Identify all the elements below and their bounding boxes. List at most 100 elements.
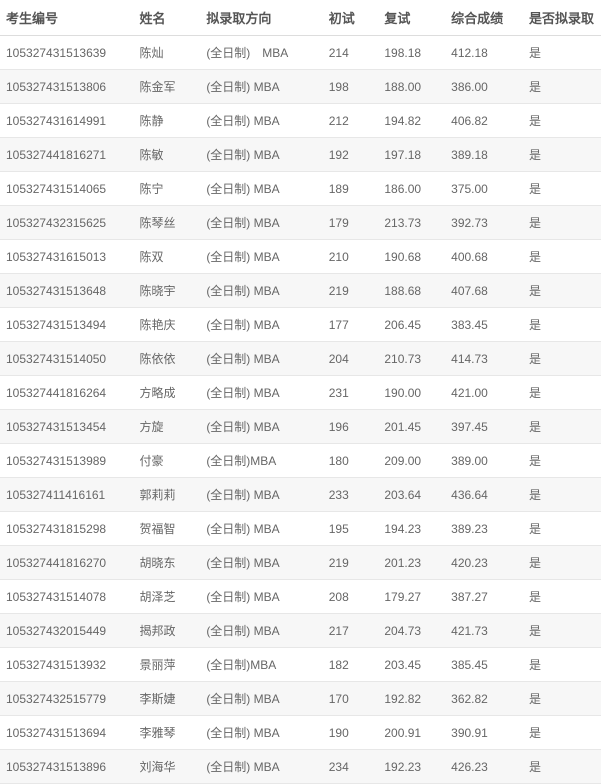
table-row: 105327431513639陈灿(全日制) MBA214198.18412.1…	[0, 36, 601, 70]
cell-direction: (全日制) MBA	[200, 138, 322, 172]
cell-name: 陈依依	[134, 342, 201, 376]
cell-id: 105327441816270	[0, 546, 134, 580]
cell-prelim: 179	[323, 206, 379, 240]
cell-retest: 194.23	[378, 512, 445, 546]
cell-id: 105327441816271	[0, 138, 134, 172]
cell-total: 414.73	[445, 342, 523, 376]
cell-admitted: 是	[523, 274, 601, 308]
cell-direction: (全日制) MBA	[200, 682, 322, 716]
cell-direction: (全日制) MBA	[200, 36, 322, 70]
table-row: 105327431514065陈宁(全日制) MBA189186.00375.0…	[0, 172, 601, 206]
cell-retest: 179.27	[378, 580, 445, 614]
cell-total: 362.82	[445, 682, 523, 716]
cell-total: 389.00	[445, 444, 523, 478]
cell-id: 105327431815298	[0, 512, 134, 546]
cell-direction: (全日制) MBA	[200, 410, 322, 444]
cell-id: 105327441816264	[0, 376, 134, 410]
cell-total: 386.00	[445, 70, 523, 104]
table-row: 105327441816271陈敏(全日制) MBA192197.18389.1…	[0, 138, 601, 172]
table-row: 105327431513989付豪(全日制)MBA180209.00389.00…	[0, 444, 601, 478]
cell-total: 375.00	[445, 172, 523, 206]
cell-prelim: 196	[323, 410, 379, 444]
cell-retest: 210.73	[378, 342, 445, 376]
cell-id: 105327431513806	[0, 70, 134, 104]
cell-retest: 203.45	[378, 648, 445, 682]
cell-name: 陈晓宇	[134, 274, 201, 308]
table-row: 105327431513454方旋(全日制) MBA196201.45397.4…	[0, 410, 601, 444]
cell-admitted: 是	[523, 36, 601, 70]
cell-id: 105327431514078	[0, 580, 134, 614]
cell-prelim: 212	[323, 104, 379, 138]
table-row: 105327431513932景丽萍(全日制)MBA182203.45385.4…	[0, 648, 601, 682]
cell-retest: 198.18	[378, 36, 445, 70]
cell-prelim: 219	[323, 546, 379, 580]
table-row: 105327431615013陈双(全日制) MBA210190.68400.6…	[0, 240, 601, 274]
cell-direction: (全日制) MBA	[200, 614, 322, 648]
cell-admitted: 是	[523, 546, 601, 580]
col-header-admitted: 是否拟录取	[523, 0, 601, 36]
table-row: 105327431513494陈艳庆(全日制) MBA177206.45383.…	[0, 308, 601, 342]
cell-total: 420.23	[445, 546, 523, 580]
cell-direction: (全日制) MBA	[200, 104, 322, 138]
cell-retest: 192.23	[378, 750, 445, 784]
cell-name: 陈双	[134, 240, 201, 274]
cell-id: 105327411416161	[0, 478, 134, 512]
cell-id: 105327431513454	[0, 410, 134, 444]
cell-direction: (全日制)MBA	[200, 444, 322, 478]
cell-admitted: 是	[523, 70, 601, 104]
cell-id: 105327431614991	[0, 104, 134, 138]
table-row: 105327431514050陈依依(全日制) MBA204210.73414.…	[0, 342, 601, 376]
cell-retest: 209.00	[378, 444, 445, 478]
col-header-total: 综合成绩	[445, 0, 523, 36]
cell-retest: 206.45	[378, 308, 445, 342]
table-body: 105327431513639陈灿(全日制) MBA214198.18412.1…	[0, 36, 601, 784]
cell-direction: (全日制) MBA	[200, 342, 322, 376]
table-row: 105327431513896刘海华(全日制) MBA234192.23426.…	[0, 750, 601, 784]
table-row: 105327411416161郭莉莉(全日制) MBA233203.64436.…	[0, 478, 601, 512]
cell-total: 406.82	[445, 104, 523, 138]
cell-prelim: 192	[323, 138, 379, 172]
table-row: 105327431815298贺福智(全日制) MBA195194.23389.…	[0, 512, 601, 546]
cell-retest: 190.00	[378, 376, 445, 410]
cell-admitted: 是	[523, 750, 601, 784]
admissions-table: 考生编号 姓名 拟录取方向 初试 复试 综合成绩 是否拟录取 105327431…	[0, 0, 601, 784]
cell-total: 412.18	[445, 36, 523, 70]
admissions-table-container: 考生编号 姓名 拟录取方向 初试 复试 综合成绩 是否拟录取 105327431…	[0, 0, 601, 784]
table-row: 105327431614991陈静(全日制) MBA212194.82406.8…	[0, 104, 601, 138]
cell-prelim: 214	[323, 36, 379, 70]
cell-id: 105327431615013	[0, 240, 134, 274]
cell-direction: (全日制) MBA	[200, 308, 322, 342]
cell-name: 方略成	[134, 376, 201, 410]
cell-id: 105327431513896	[0, 750, 134, 784]
cell-admitted: 是	[523, 206, 601, 240]
cell-retest: 201.23	[378, 546, 445, 580]
cell-retest: 188.00	[378, 70, 445, 104]
cell-prelim: 217	[323, 614, 379, 648]
cell-retest: 213.73	[378, 206, 445, 240]
cell-admitted: 是	[523, 172, 601, 206]
col-header-retest: 复试	[378, 0, 445, 36]
cell-direction: (全日制) MBA	[200, 240, 322, 274]
cell-id: 105327432515779	[0, 682, 134, 716]
cell-retest: 203.64	[378, 478, 445, 512]
cell-direction: (全日制) MBA	[200, 70, 322, 104]
cell-retest: 201.45	[378, 410, 445, 444]
cell-prelim: 233	[323, 478, 379, 512]
cell-retest: 197.18	[378, 138, 445, 172]
table-row: 105327432515779李斯婕(全日制) MBA170192.82362.…	[0, 682, 601, 716]
cell-total: 421.00	[445, 376, 523, 410]
cell-prelim: 180	[323, 444, 379, 478]
cell-name: 陈敏	[134, 138, 201, 172]
cell-name: 陈宁	[134, 172, 201, 206]
cell-admitted: 是	[523, 410, 601, 444]
cell-name: 郭莉莉	[134, 478, 201, 512]
cell-admitted: 是	[523, 682, 601, 716]
cell-id: 105327432315625	[0, 206, 134, 240]
cell-total: 426.23	[445, 750, 523, 784]
cell-retest: 190.68	[378, 240, 445, 274]
cell-total: 397.45	[445, 410, 523, 444]
cell-prelim: 219	[323, 274, 379, 308]
cell-total: 385.45	[445, 648, 523, 682]
cell-name: 付豪	[134, 444, 201, 478]
cell-name: 胡晓东	[134, 546, 201, 580]
